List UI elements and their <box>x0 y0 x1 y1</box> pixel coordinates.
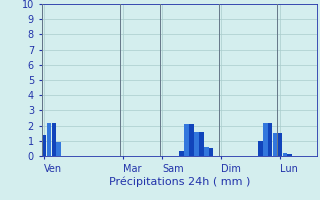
Bar <box>42 135 46 156</box>
Bar <box>47 123 51 156</box>
Bar <box>184 124 189 156</box>
Bar <box>199 132 204 156</box>
Bar <box>194 132 199 156</box>
Bar <box>283 153 287 156</box>
Bar <box>204 147 209 156</box>
Bar <box>179 151 184 156</box>
Bar <box>268 123 272 156</box>
Bar <box>263 123 268 156</box>
Bar <box>287 154 292 156</box>
Bar <box>273 133 277 156</box>
Bar <box>278 133 282 156</box>
Bar <box>209 148 213 156</box>
Bar <box>258 141 263 156</box>
Bar <box>52 123 56 156</box>
X-axis label: Précipitations 24h ( mm ): Précipitations 24h ( mm ) <box>108 176 250 187</box>
Bar <box>56 142 61 156</box>
Bar <box>189 124 194 156</box>
